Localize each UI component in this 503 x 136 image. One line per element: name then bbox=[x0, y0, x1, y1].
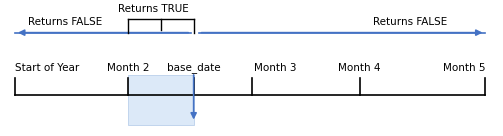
Bar bbox=[128, 75, 194, 125]
Text: base_date: base_date bbox=[167, 63, 220, 73]
Text: Returns FALSE: Returns FALSE bbox=[28, 17, 103, 27]
Text: Month 5: Month 5 bbox=[443, 63, 485, 73]
Text: Month 3: Month 3 bbox=[254, 63, 296, 73]
Text: Returns FALSE: Returns FALSE bbox=[373, 17, 447, 27]
Text: Month 2: Month 2 bbox=[107, 63, 149, 73]
Text: Month 4: Month 4 bbox=[339, 63, 381, 73]
Text: Start of Year: Start of Year bbox=[15, 63, 79, 73]
Text: Returns TRUE: Returns TRUE bbox=[118, 4, 189, 14]
